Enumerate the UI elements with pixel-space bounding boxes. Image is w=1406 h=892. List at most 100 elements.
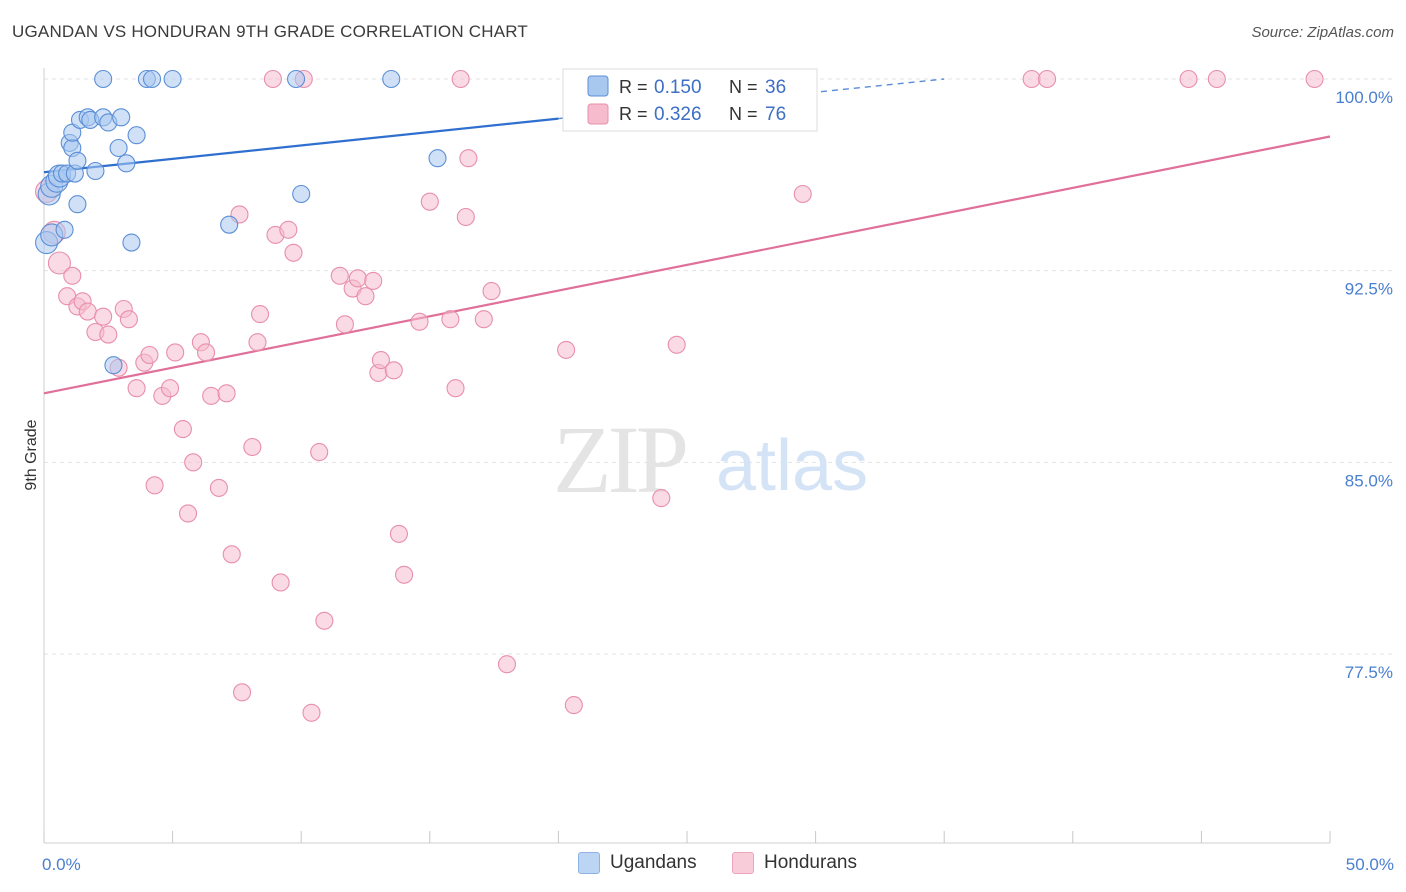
honduran-point — [459, 149, 478, 168]
ugandans-trend-extension — [558, 78, 945, 120]
watermark: ZIP atlas — [553, 406, 868, 513]
correlation-legend: R = 0.150 N = 36 R = 0.326 N = 76 — [562, 68, 818, 132]
ugandan-point — [68, 151, 87, 170]
ugandan-point — [55, 220, 74, 239]
legend-r-value-2: 0.326 — [654, 104, 702, 125]
honduran-point — [202, 386, 221, 405]
honduran-point — [564, 696, 583, 715]
honduran-point — [420, 192, 439, 211]
ugandans-points — [35, 69, 447, 375]
legend-r-label-2: R = — [619, 104, 648, 124]
honduran-point — [140, 345, 159, 365]
honduran-point — [160, 379, 180, 398]
honduran-point — [263, 69, 282, 89]
honduran-point — [1022, 69, 1041, 89]
legend-label-ugandans: Ugandans — [610, 852, 697, 873]
honduran-point — [279, 220, 298, 239]
honduran-point — [222, 545, 241, 564]
ugandan-point — [94, 69, 113, 89]
honduran-point — [667, 335, 686, 354]
honduran-point — [441, 310, 460, 329]
honduran-point — [315, 611, 334, 630]
honduran-point — [209, 478, 228, 497]
honduran-point — [63, 266, 82, 285]
honduran-point — [217, 384, 236, 403]
hondurans-points — [35, 69, 1324, 722]
honduran-point — [127, 379, 146, 398]
ugandan-point — [112, 108, 131, 127]
legend-n-label-2: N = — [729, 104, 758, 124]
honduran-point — [395, 565, 414, 584]
ugandan-point — [109, 138, 128, 158]
honduran-point — [196, 343, 216, 362]
y-tick-label: 92.5% — [1345, 280, 1393, 299]
ugandan-point — [86, 161, 105, 181]
watermark-atlas: atlas — [716, 426, 868, 506]
legend-n-value-1: 36 — [765, 77, 786, 98]
honduran-point — [410, 312, 429, 331]
ugandan-point — [122, 233, 141, 252]
legend-r-value-1: 0.150 — [654, 77, 702, 98]
ugandan-point — [142, 69, 162, 89]
honduran-point — [356, 287, 375, 306]
honduran-point — [389, 524, 408, 543]
honduran-point — [1179, 69, 1198, 89]
honduran-point — [557, 340, 576, 359]
ugandan-point — [428, 149, 447, 168]
ugandan-point — [68, 195, 87, 214]
hondurans-trend-line — [43, 135, 1331, 395]
honduran-point — [446, 379, 465, 398]
honduran-point — [47, 251, 71, 275]
honduran-point — [371, 351, 390, 370]
honduran-point — [232, 683, 252, 702]
legend-n-value-2: 76 — [765, 104, 786, 125]
honduran-point — [78, 302, 97, 321]
honduran-point — [166, 343, 185, 362]
legend-n-label-1: N = — [729, 77, 758, 97]
honduran-point — [99, 325, 118, 344]
honduran-point — [178, 504, 198, 523]
ugandan-point — [220, 215, 239, 234]
honduran-point — [330, 266, 349, 285]
y-tick-label: 100.0% — [1335, 88, 1393, 107]
honduran-point — [497, 655, 517, 674]
honduran-point — [1305, 69, 1324, 89]
ugandan-point — [127, 126, 146, 145]
legend-r-label-1: R = — [619, 77, 648, 97]
x-tick-label-right: 50.0% — [1346, 855, 1394, 874]
honduran-point — [335, 315, 354, 334]
honduran-point — [284, 243, 303, 262]
honduran-point — [271, 573, 290, 592]
honduran-point — [652, 489, 671, 508]
y-tick-labels: 100.0% 92.5% 85.0% 77.5% — [1335, 88, 1393, 682]
honduran-point — [474, 310, 493, 329]
y-axis-title: 9th Grade — [23, 419, 40, 490]
honduran-point — [1207, 69, 1226, 89]
ugandan-point — [292, 184, 311, 204]
chart-title: UGANDAN VS HONDURAN 9TH GRADE CORRELATIO… — [12, 22, 528, 41]
honduran-point — [94, 307, 113, 326]
honduran-point — [456, 207, 475, 227]
y-tick-label: 77.5% — [1345, 663, 1393, 682]
ugandan-point — [117, 154, 136, 173]
honduran-point — [1038, 69, 1057, 89]
honduran-point — [310, 443, 329, 462]
honduran-point — [482, 282, 501, 301]
honduran-point — [248, 333, 267, 352]
honduran-point — [364, 271, 383, 290]
series-legend: Ugandans Hondurans — [0, 850, 1406, 880]
ugandan-point — [163, 69, 182, 89]
honduran-point — [793, 184, 812, 204]
honduran-point — [184, 453, 203, 472]
y-tick-label: 85.0% — [1345, 471, 1393, 490]
honduran-point — [145, 476, 164, 495]
honduran-point — [348, 269, 367, 288]
honduran-point — [384, 361, 403, 380]
axes — [43, 68, 1330, 844]
legend-label-hondurans: Hondurans — [764, 852, 857, 873]
source-label: Source: ZipAtlas.com — [1251, 24, 1394, 41]
honduran-point — [250, 305, 270, 324]
ugandan-point — [382, 69, 401, 89]
honduran-point — [173, 420, 192, 439]
